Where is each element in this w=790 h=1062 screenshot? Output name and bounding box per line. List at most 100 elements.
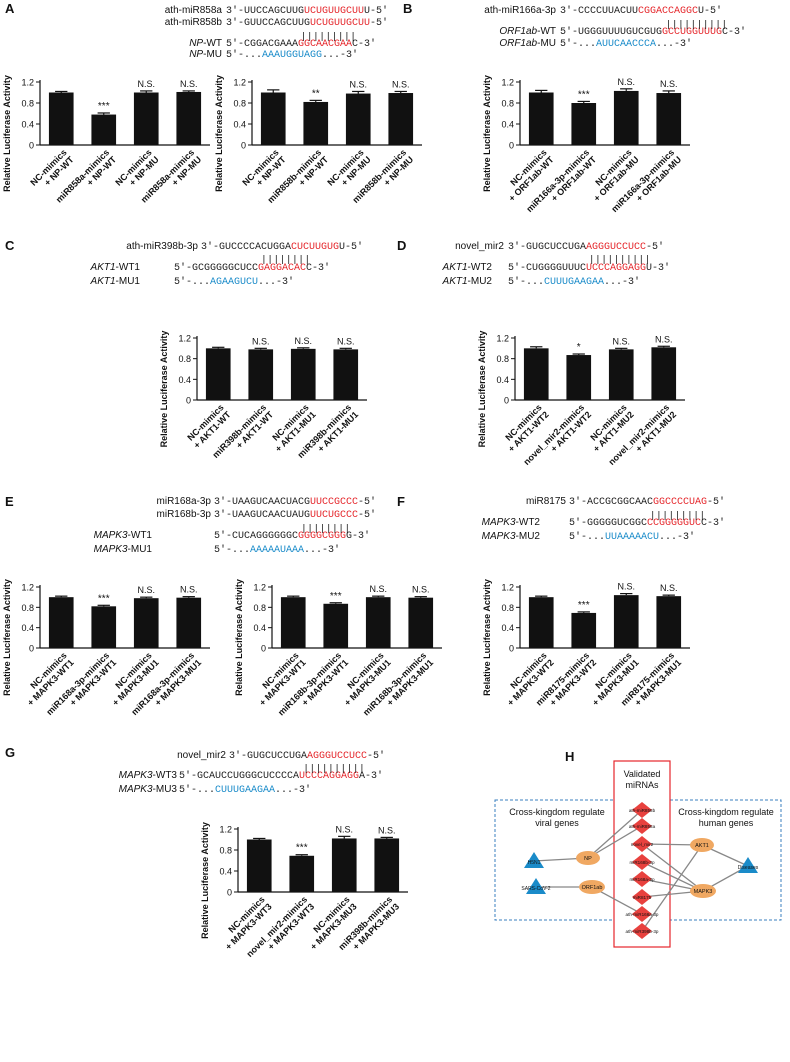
sequence-prefix: 5'-...	[179, 784, 215, 796]
sequence: 5'-...AGAAGUCU...-3'	[174, 276, 294, 288]
bar	[523, 348, 549, 400]
significance-label: N.S.	[137, 79, 155, 89]
mirna-label: miR168a-3p	[629, 877, 654, 882]
sequence-suffix: U-5'	[364, 5, 388, 17]
virus-node	[526, 878, 546, 894]
sequence-name: AKT1-MU1	[90, 276, 141, 287]
y-tick-label: 0.4	[178, 375, 191, 385]
construct-suffix: -WT2	[468, 262, 493, 273]
bar	[613, 90, 639, 145]
gene-name: AKT1	[442, 276, 468, 287]
network-edge	[641, 844, 703, 932]
bar	[608, 349, 634, 400]
bar	[613, 595, 639, 648]
sequence-name: miR8175	[526, 496, 566, 507]
sequence-prefix: 5'-...	[214, 544, 250, 556]
seed-region: GCCUGGUUUG	[662, 27, 722, 38]
sequence-name: NP-WT	[189, 38, 222, 49]
y-tick-label: 0.8	[21, 99, 34, 109]
seed-region: GAGGACAC	[258, 263, 306, 274]
bar	[528, 92, 554, 145]
human-title: human genes	[699, 818, 754, 828]
mirna-node	[632, 802, 652, 818]
sequence-name: NP-MU	[189, 49, 222, 60]
sequence: 3'-UUCCAGCUUGUCUGUUGCUUU-5'	[226, 5, 388, 17]
significance-label: N.S.	[617, 582, 635, 592]
sequence-suffix: ...-3'	[656, 38, 692, 50]
seed-region: UCUGUUGCUU	[304, 6, 364, 17]
seed-region: AGGGUCCUCC	[307, 751, 367, 762]
y-tick-label: 1.2	[21, 78, 34, 88]
mirna-node	[632, 836, 652, 852]
mirna-label: ath-miR858a	[629, 824, 656, 829]
mirna-node	[632, 889, 652, 905]
sequence-prefix: 5'-...	[560, 38, 596, 50]
sequence-suffix: ...-3'	[258, 276, 294, 288]
sequence-suffix: C-3'	[701, 517, 725, 529]
sequence: 5'-GCAUCCUGGGCUCCCCAUCCCAGGAGGA-3'	[179, 770, 383, 782]
bar	[374, 838, 400, 892]
sequence-prefix: 3'-ACCGCGGCAAC	[569, 496, 653, 508]
sequence-prefix: 3'-UAAGUCAACUAUG	[214, 509, 310, 521]
sequence-name: ath-miR858a	[165, 5, 223, 16]
y-tick-label: 0	[241, 141, 246, 151]
significance-label: N.S.	[612, 336, 630, 346]
sequence: 3'-GUGCUCCUGAAGGGUCCUCC-5'	[508, 241, 664, 253]
y-tick-label: 0.4	[21, 623, 34, 633]
y-tick-label: 0.8	[496, 354, 509, 364]
y-tick-label: 1.2	[253, 583, 266, 593]
sequence-prefix: 5'-GCGGGGGCUCC	[174, 262, 258, 274]
mirna-label: miR8175	[633, 895, 652, 900]
significance-label: N.S.	[617, 77, 635, 87]
sequence: 3'-GUCCCCACUGGACUCUUGUGU-5'	[201, 241, 363, 253]
sequence: 3'-UAAGUCAACUAUGUUCUGCCC-5'	[214, 509, 376, 521]
panel-label: A	[5, 1, 15, 16]
sequence-suffix: ...-3'	[322, 49, 358, 61]
bar	[333, 349, 359, 400]
significance-label: ***	[578, 89, 590, 100]
significance-label: *	[577, 342, 581, 353]
mirna-label: miR168b-3p	[629, 860, 654, 865]
sequence-name: novel_mir2	[177, 750, 226, 761]
gene-name: AKT1	[442, 262, 468, 273]
mirna-node	[632, 906, 652, 922]
sequence: 3'-GUUCCAGCUUGUCUGUUGCUU-5'	[226, 17, 388, 29]
gene-name: ORF1ab	[499, 38, 537, 49]
gene-name: NP	[189, 38, 203, 49]
sequence-name: ath-miR858b	[165, 17, 223, 28]
y-tick-label: 1.2	[496, 334, 509, 344]
y-tick-label: 1.2	[501, 78, 514, 88]
sequence-suffix: -5'	[358, 509, 376, 521]
gene-name: AKT1	[90, 276, 116, 287]
y-axis-label: Relative Luciferase Activity	[482, 75, 492, 192]
sequence-name: AKT1-MU2	[442, 276, 493, 287]
sequence-prefix: 5'-GCAUCCUGGGCUCCCCA	[179, 770, 299, 782]
construct-suffix: -MU2	[516, 531, 541, 542]
sequence-suffix: -5'	[707, 496, 725, 508]
sequence-name: ath-miR398b-3p	[126, 241, 198, 252]
sequence: 5'-...AUUCAACCCA...-3'	[560, 38, 692, 50]
construct-suffix: -MU3	[153, 784, 178, 795]
seed-region: AGGGUCCUCC	[586, 242, 646, 253]
sequence-suffix: A-3'	[359, 770, 383, 782]
y-tick-label: 1.2	[178, 334, 191, 344]
sequence-prefix: 5'-...	[508, 276, 544, 288]
y-axis-label: Relative Luciferase Activity	[234, 579, 244, 696]
sequence: 5'-...AAAUGGUAGG...-3'	[226, 49, 358, 61]
bar	[566, 355, 592, 400]
gene-name: MAPK3	[119, 770, 153, 781]
sequence: 5'-GGGGGUCGGCCCGGGGGUCC-3'	[569, 517, 725, 529]
target-gene-label: ORF1ab	[582, 885, 603, 891]
bar	[290, 348, 316, 400]
bar	[323, 603, 349, 648]
mirna-label: ath-miR166a-3p	[626, 912, 659, 917]
panel-label: F	[397, 494, 405, 509]
bar	[246, 839, 272, 892]
